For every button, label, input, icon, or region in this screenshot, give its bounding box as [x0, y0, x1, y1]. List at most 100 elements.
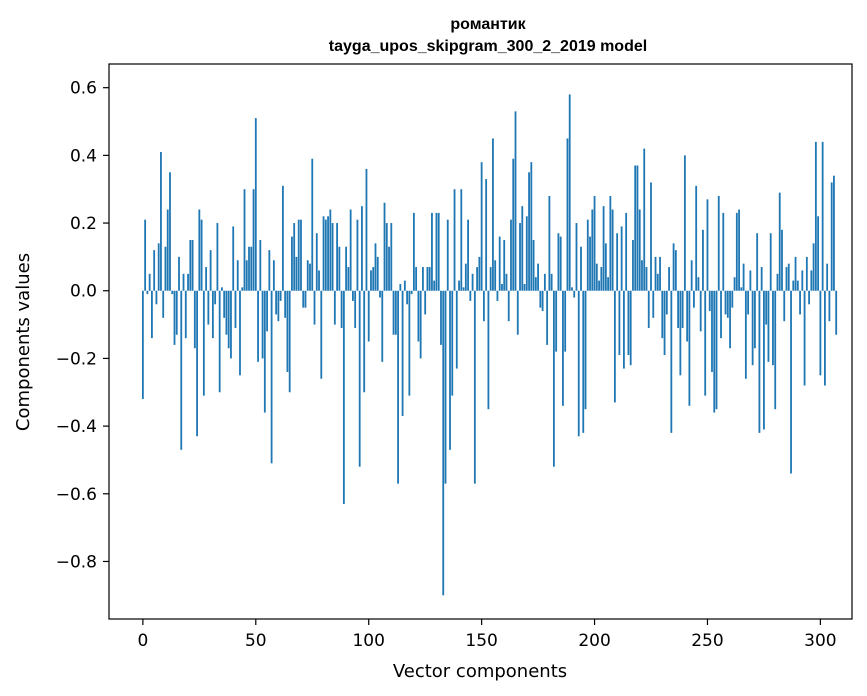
bar	[250, 246, 253, 291]
bar	[559, 236, 562, 291]
bar	[460, 189, 463, 291]
bar	[329, 209, 332, 291]
bar	[370, 270, 372, 291]
bar	[279, 290, 282, 301]
bar	[767, 290, 770, 362]
bar	[300, 219, 302, 291]
bar	[252, 189, 255, 291]
bar	[266, 290, 268, 332]
bar	[458, 280, 460, 291]
bar	[327, 216, 329, 291]
bar	[309, 263, 311, 291]
bar	[607, 277, 609, 291]
bar	[218, 290, 221, 393]
bar	[523, 283, 526, 291]
bar	[591, 209, 594, 291]
bar	[641, 260, 643, 291]
bar	[178, 256, 180, 291]
bar	[564, 290, 567, 352]
bar	[469, 290, 472, 301]
bar	[401, 290, 404, 416]
bar	[799, 290, 801, 315]
bar	[733, 277, 736, 291]
bar	[485, 179, 488, 291]
bar	[365, 168, 368, 291]
bar	[787, 263, 790, 291]
bar	[812, 243, 815, 291]
bar	[744, 290, 747, 379]
bar	[476, 267, 479, 291]
bar	[819, 290, 822, 376]
bar	[672, 243, 675, 291]
bar	[695, 185, 698, 291]
y-axis-label: Components values	[13, 253, 34, 431]
bar	[422, 267, 424, 291]
bar	[609, 195, 612, 291]
bar	[376, 256, 379, 291]
bar	[611, 209, 614, 291]
bar	[713, 290, 716, 413]
bar	[313, 290, 316, 325]
bar	[268, 250, 271, 291]
bar	[828, 290, 831, 322]
bar	[821, 141, 824, 291]
bar	[794, 256, 797, 291]
bar	[196, 290, 198, 437]
bar	[580, 246, 582, 291]
bar	[358, 290, 361, 467]
bar	[415, 267, 418, 291]
bar	[248, 246, 250, 291]
bar	[412, 212, 415, 291]
bar	[738, 209, 740, 291]
bar	[577, 290, 580, 437]
bar	[778, 192, 781, 291]
bar	[528, 172, 530, 291]
bar	[686, 290, 689, 342]
bar	[699, 290, 702, 332]
bar	[392, 290, 395, 335]
bar	[650, 182, 652, 291]
bar	[259, 239, 262, 291]
bar	[442, 290, 445, 596]
bar	[722, 212, 725, 291]
bar	[180, 290, 183, 450]
bar	[548, 195, 551, 291]
bar	[801, 270, 804, 291]
bar	[397, 290, 399, 484]
x-tick-label: 150	[465, 631, 497, 651]
y-tick-label: −0.8	[56, 552, 97, 572]
bar	[338, 246, 341, 291]
bar	[618, 290, 621, 356]
bar	[697, 277, 700, 291]
bar	[342, 290, 345, 504]
bar	[374, 243, 377, 291]
bar	[808, 290, 810, 305]
bar	[747, 290, 750, 315]
bar	[153, 250, 156, 291]
bar	[629, 290, 632, 366]
bar	[489, 267, 492, 291]
bar	[501, 283, 503, 291]
bar	[656, 273, 659, 291]
bar	[184, 290, 187, 339]
bar	[286, 290, 289, 372]
bar	[444, 290, 447, 484]
bar	[620, 226, 623, 291]
bar	[674, 250, 677, 291]
bar	[336, 223, 338, 291]
bar	[295, 256, 298, 291]
bar	[151, 290, 153, 339]
bar	[160, 151, 162, 291]
bar	[537, 263, 539, 291]
bar	[482, 290, 485, 322]
bar	[796, 280, 799, 291]
bar	[417, 290, 420, 342]
bar	[742, 263, 745, 291]
bar	[785, 267, 788, 291]
bar	[663, 290, 666, 356]
bar	[589, 236, 591, 291]
bar	[166, 209, 169, 291]
bar	[157, 243, 160, 291]
bar	[505, 273, 508, 291]
bar	[394, 290, 397, 335]
